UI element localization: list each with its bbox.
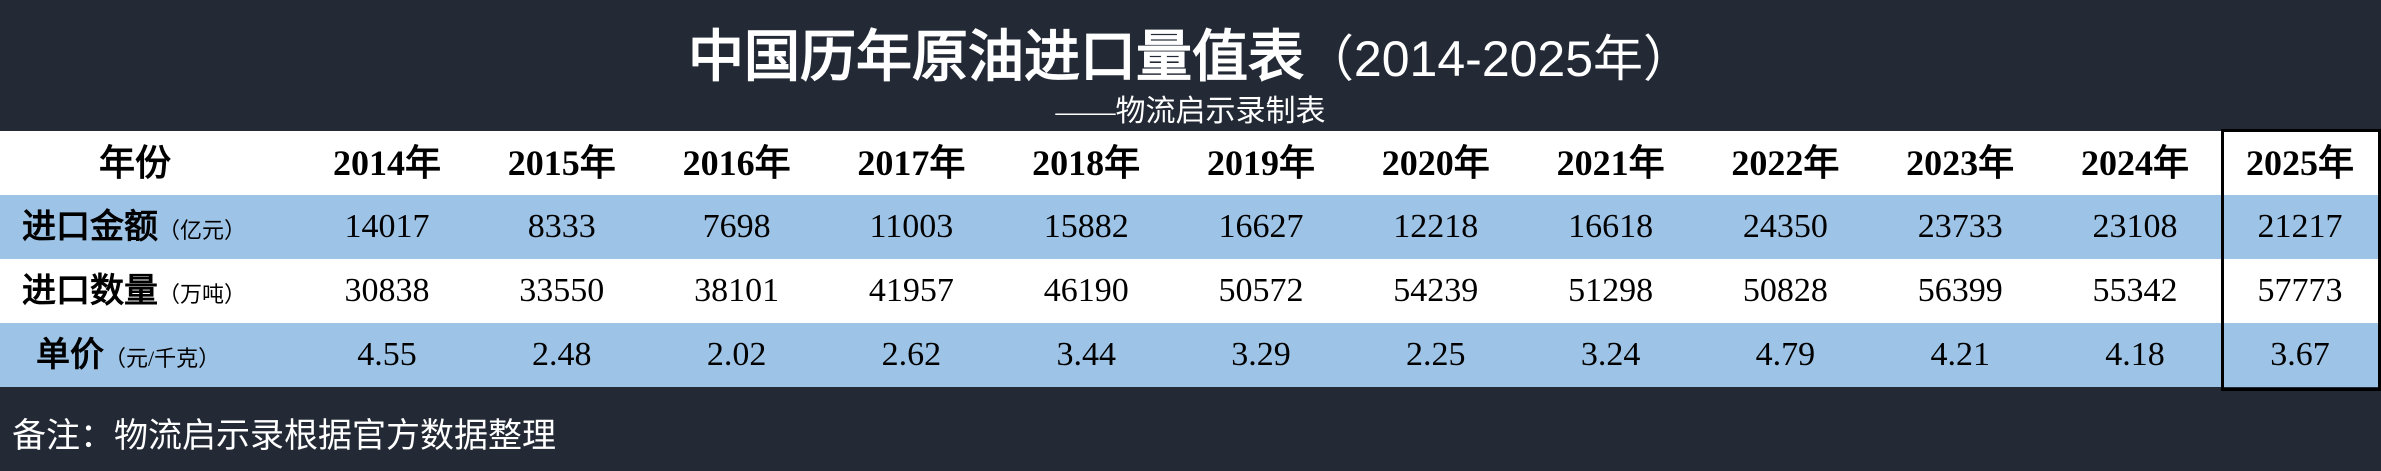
value-cell: 14017	[344, 208, 430, 245]
column-header: 2018年	[1032, 143, 1141, 183]
value-cell: 24350	[1742, 208, 1828, 245]
value-cell: 57773	[2257, 272, 2343, 309]
value-cell: 56399	[1917, 272, 2003, 309]
footer-note: 备注：物流启示录根据官方数据整理	[12, 418, 556, 455]
value-cell: 51298	[1568, 272, 1654, 309]
value-cell: 30838	[344, 272, 430, 309]
title: 中国历年原油进口量值表	[687, 25, 1304, 88]
value-cell: 16618	[1568, 208, 1654, 245]
row-label-text: 单价	[36, 336, 104, 374]
column-header: 2016年	[682, 143, 791, 183]
value-cell: 4.18	[2105, 336, 2165, 373]
value-cell: 3.67	[2270, 336, 2330, 373]
row-label: 单价（元/千克）	[0, 323, 300, 387]
value-cell: 41957	[868, 272, 954, 309]
value-cell: 3.24	[1580, 336, 1641, 373]
value-cell: 54239	[1393, 272, 1479, 309]
value-cell: 23108	[2092, 208, 2178, 245]
value-cell: 11003	[869, 208, 954, 245]
subtitle: ——物流启示录制表	[1055, 95, 1326, 128]
title-suffix: （2014-2025年）	[1303, 31, 1694, 87]
value-cell: 12218	[1393, 208, 1479, 245]
row-label-text: 进口数量	[22, 272, 158, 310]
data-row: 单价（元/千克） 4.55 2.48 2.02 2.62 3.44 3.29 2.25 3.24…	[0, 323, 2381, 387]
value-cell: 3.29	[1231, 336, 1291, 373]
column-header: 2020年	[1381, 143, 1490, 183]
value-cell: 33550	[519, 272, 605, 309]
table: 年份 2014年 2015年 2016年 2017年 2018年 2019年 2020年 202…	[0, 131, 2381, 387]
column-header: 2015年	[507, 143, 616, 183]
value-cell: 23733	[1917, 208, 2003, 245]
header-row: 年份 2014年 2015年 2016年 2017年 2018年 2019年 2020年 202…	[0, 131, 2381, 195]
column-header: 2024年	[2080, 143, 2189, 183]
value-cell: 50572	[1218, 272, 1304, 309]
value-cell: 4.21	[1930, 336, 1990, 373]
row-label-text: 进口金额	[22, 208, 158, 246]
value-cell: 7698	[702, 208, 771, 245]
column-header: 2021年	[1556, 143, 1665, 183]
column-header: 2025年	[2245, 143, 2354, 183]
value-cell: 2.62	[881, 336, 942, 373]
column-header: 2017年	[857, 143, 966, 183]
title-block: 中国历年原油进口量值表（2014-2025年）	[0, 12, 2381, 93]
row-unit: （亿元）	[158, 218, 247, 243]
value-cell: 4.55	[357, 336, 417, 373]
column-header: 2014年	[332, 143, 441, 183]
highlight-box	[2221, 129, 2381, 391]
value-cell: 55342	[2092, 272, 2178, 309]
value-cell: 16627	[1218, 208, 1304, 245]
row-label: 进口数量（万吨）	[0, 259, 300, 323]
value-cell: 4.79	[1755, 336, 1816, 373]
value-cell: 2.48	[532, 336, 592, 373]
value-cell: 3.44	[1056, 336, 1116, 373]
value-cell: 46190	[1043, 272, 1129, 309]
data-row: 进口金额（亿元） 14017 8333 7698 11003 15882 16627 1221…	[0, 195, 2381, 259]
column-header: 2023年	[1906, 143, 2015, 183]
data-row: 进口数量（万吨） 30838 33550 38101 41957 46190 50572 54…	[0, 259, 2381, 323]
value-cell: 21217	[2257, 208, 2343, 245]
value-cell: 2.25	[1406, 336, 1466, 373]
value-cell: 15882	[1043, 208, 1129, 245]
value-cell: 38101	[694, 272, 780, 309]
value-cell: 2.02	[706, 336, 767, 373]
header-label: 年份	[98, 142, 171, 183]
row-unit: （元/千克）	[104, 346, 221, 371]
value-cell: 50828	[1742, 272, 1828, 309]
column-header: 2022年	[1731, 143, 1840, 183]
value-cell: 8333	[527, 208, 596, 245]
row-label: 进口金额（亿元）	[0, 195, 300, 259]
column-header: 2019年	[1206, 143, 1315, 183]
row-unit: （万吨）	[158, 282, 247, 307]
